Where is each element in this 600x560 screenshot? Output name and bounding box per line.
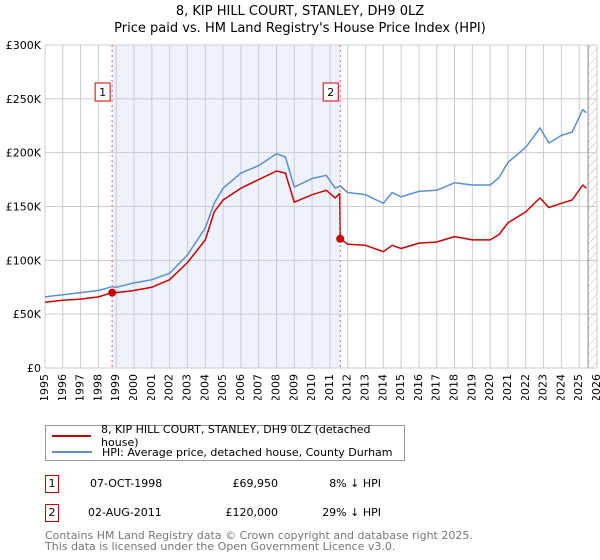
x-tick-label: 1995 bbox=[38, 374, 51, 400]
sale-label-box bbox=[94, 82, 111, 102]
y-tick-label: £250K bbox=[6, 93, 42, 106]
x-tick-label: 2002 bbox=[163, 374, 176, 400]
sale-point bbox=[108, 288, 117, 297]
sale-label-number: 1 bbox=[99, 86, 106, 99]
sale-label-number: 2 bbox=[327, 86, 334, 99]
sale-price: £69,950 bbox=[232, 477, 279, 490]
footer-copyright: Contains HM Land Registry data © Crown c… bbox=[45, 529, 473, 542]
x-tick-label: 2000 bbox=[127, 374, 140, 400]
sale-point bbox=[336, 234, 345, 243]
sale-row: 1 07-OCT-1998 £69,950 8% ↓ HPI bbox=[45, 475, 445, 495]
x-tick-label: 2014 bbox=[376, 374, 389, 400]
sale-marker-badge: 1 bbox=[45, 475, 59, 493]
x-tick-label: 1996 bbox=[56, 374, 69, 400]
x-tick-label: 2006 bbox=[234, 374, 247, 400]
sale-date: 07-OCT-1998 bbox=[90, 477, 163, 490]
legend-item-property: 8, KIP HILL COURT, STANLEY, DH9 0LZ (det… bbox=[46, 423, 404, 449]
legend-swatch-blue bbox=[52, 451, 92, 453]
sale-hpi-delta: 29% ↓ HPI bbox=[322, 506, 381, 519]
x-tick-label: 1997 bbox=[74, 374, 87, 400]
x-tick-label: 2023 bbox=[537, 374, 550, 400]
chart-title: 8, KIP HILL COURT, STANLEY, DH9 0LZ bbox=[175, 4, 425, 19]
y-tick-label: £200K bbox=[6, 147, 42, 160]
property-price-line bbox=[44, 170, 587, 304]
x-tick-label: 2013 bbox=[359, 374, 372, 400]
legend-label: HPI: Average price, detached house, Coun… bbox=[102, 445, 393, 459]
x-tick-label: 2016 bbox=[412, 374, 425, 400]
x-tick-label: 2010 bbox=[305, 374, 318, 400]
chart-legend: 8, KIP HILL COURT, STANLEY, DH9 0LZ (det… bbox=[45, 423, 405, 461]
x-tick-label: 2012 bbox=[341, 374, 354, 400]
x-tick-label: 2015 bbox=[394, 374, 407, 400]
x-tick-label: 2021 bbox=[501, 374, 514, 400]
legend-label: 8, KIP HILL COURT, STANLEY, DH9 0LZ (det… bbox=[101, 423, 371, 449]
x-tick-label: 2020 bbox=[483, 374, 496, 400]
x-tick-label: 2009 bbox=[287, 374, 300, 400]
x-tick-label: 1998 bbox=[91, 374, 104, 400]
x-tick-label: 2008 bbox=[269, 374, 282, 400]
x-tick-label: 2019 bbox=[465, 374, 478, 400]
y-tick-label: £100K bbox=[6, 254, 42, 267]
x-tick-label: 2026 bbox=[590, 374, 600, 400]
x-tick-label: 2001 bbox=[145, 374, 158, 400]
x-tick-label: 2003 bbox=[180, 374, 193, 400]
x-tick-label: 2025 bbox=[572, 374, 585, 400]
x-tick-label: 2011 bbox=[323, 374, 336, 400]
x-tick-label: 1999 bbox=[109, 374, 122, 400]
legend-item-hpi: HPI: Average price, detached house, Coun… bbox=[46, 444, 393, 460]
y-tick-label: £50K bbox=[13, 308, 42, 321]
x-tick-label: 2007 bbox=[252, 374, 265, 400]
y-tick-label: £0 bbox=[27, 362, 41, 375]
sale-date: 02-AUG-2011 bbox=[88, 506, 162, 519]
x-tick-label: 2017 bbox=[430, 374, 443, 400]
x-tick-label: 2018 bbox=[448, 374, 461, 400]
x-tick-label: 2022 bbox=[519, 374, 532, 400]
sale-row: 2 02-AUG-2011 £120,000 29% ↓ HPI bbox=[45, 504, 445, 524]
x-tick-label: 2005 bbox=[216, 374, 229, 400]
sale-price: £120,000 bbox=[225, 506, 279, 519]
y-tick-label: £300K bbox=[6, 39, 42, 52]
sale-hpi-delta: 8% ↓ HPI bbox=[329, 477, 381, 490]
hpi-line bbox=[44, 108, 587, 298]
x-tick-label: 2004 bbox=[198, 374, 211, 400]
chart-subtitle: Price paid vs. HM Land Registry's House … bbox=[114, 21, 486, 36]
sale-label-box bbox=[322, 82, 339, 102]
footer-licence: This data is licensed under the Open Gov… bbox=[45, 540, 396, 553]
y-tick-label: £150K bbox=[6, 201, 42, 214]
x-tick-label: 2024 bbox=[554, 374, 567, 400]
price-chart: 1995 1996 1997 1998 1999 2000 2001 2002 2003 2004… bbox=[6, 39, 600, 400]
legend-swatch-red bbox=[52, 435, 92, 437]
sale-marker-badge: 2 bbox=[45, 504, 59, 522]
